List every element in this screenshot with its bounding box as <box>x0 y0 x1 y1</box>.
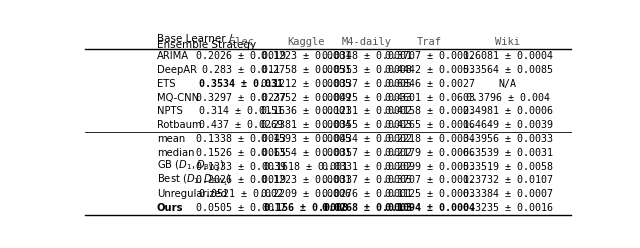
Text: 0.3707 ± 0.0012: 0.3707 ± 0.0012 <box>385 176 475 186</box>
Text: 0.314 ± 0.0151: 0.314 ± 0.0151 <box>199 106 284 116</box>
Text: 0.0276 ± 0.0001: 0.0276 ± 0.0001 <box>322 189 412 199</box>
Text: 0.4649 ± 0.0039: 0.4649 ± 0.0039 <box>463 120 552 130</box>
Text: 0.2758 ± 0.0051: 0.2758 ± 0.0051 <box>260 65 351 75</box>
Text: 0.4981 ± 0.0006: 0.4981 ± 0.0006 <box>463 106 552 116</box>
Text: Elec: Elec <box>228 37 253 47</box>
Text: 0.2099 ± 0.0053: 0.2099 ± 0.0053 <box>385 162 475 172</box>
Text: 0.1526 ± 0.0065: 0.1526 ± 0.0065 <box>196 148 286 158</box>
Text: 0.2752 ± 0.0009: 0.2752 ± 0.0009 <box>260 93 351 103</box>
Text: 0.1354 ± 0.0001: 0.1354 ± 0.0001 <box>260 148 351 158</box>
Text: 0.3564 ± 0.0085: 0.3564 ± 0.0085 <box>463 65 552 75</box>
Text: Traf: Traf <box>417 37 442 47</box>
Text: 0.1333 ± 0.0039: 0.1333 ± 0.0039 <box>196 162 286 172</box>
Text: 0.0268 ± 0.0003: 0.0268 ± 0.0003 <box>322 203 412 213</box>
Text: 0.6081 ± 0.0004: 0.6081 ± 0.0004 <box>463 51 552 61</box>
Text: 0.0337 ± 0.0005: 0.0337 ± 0.0005 <box>322 79 412 89</box>
Text: 0.1094 ± 0.0004: 0.1094 ± 0.0004 <box>385 203 475 213</box>
Text: Ours: Ours <box>157 203 184 213</box>
Text: MQ-CNN: MQ-CNN <box>157 93 199 103</box>
Text: 0.0425 ± 0.0033: 0.0425 ± 0.0033 <box>322 93 412 103</box>
Text: 0.4265 ± 0.0016: 0.4265 ± 0.0016 <box>385 120 475 130</box>
Text: median: median <box>157 148 195 158</box>
Text: 0.2026 ± 0.0019: 0.2026 ± 0.0019 <box>196 51 286 61</box>
Text: 0.156 ± 0.0008: 0.156 ± 0.0008 <box>264 203 348 213</box>
Text: 0.0355 ± 0.0003: 0.0355 ± 0.0003 <box>322 120 412 130</box>
Text: 0.1231 ± 0.0002: 0.1231 ± 0.0002 <box>322 106 412 116</box>
Text: 0.2026 ± 0.0019: 0.2026 ± 0.0019 <box>196 176 286 186</box>
Text: 0.2209 ± 0.0006: 0.2209 ± 0.0006 <box>260 189 351 199</box>
Text: 0.1618 ± 0.001: 0.1618 ± 0.001 <box>264 162 348 172</box>
Text: 0.3732 ± 0.0107: 0.3732 ± 0.0107 <box>463 176 552 186</box>
Text: 0.1223 ± 0.0001: 0.1223 ± 0.0001 <box>260 176 351 186</box>
Text: 0.4601 ± 0.0603: 0.4601 ± 0.0603 <box>385 93 475 103</box>
Text: ETS: ETS <box>157 79 175 89</box>
Text: 0.3297 ± 0.0237: 0.3297 ± 0.0237 <box>196 93 286 103</box>
Text: 0.0521 ± 0.002: 0.0521 ± 0.002 <box>199 189 284 199</box>
Text: N/A: N/A <box>499 79 516 89</box>
Text: 0.0337 ± 0.0005: 0.0337 ± 0.0005 <box>322 176 412 186</box>
Text: 0.1212 ± 0.0005: 0.1212 ± 0.0005 <box>260 79 351 89</box>
Text: mean: mean <box>157 134 185 144</box>
Text: 0.4158 ± 0.0023: 0.4158 ± 0.0023 <box>385 106 475 116</box>
Text: 0.1636 ± 0.0001: 0.1636 ± 0.0001 <box>260 106 351 116</box>
Text: 0.3384 ± 0.0007: 0.3384 ± 0.0007 <box>463 189 552 199</box>
Text: Base Learner /: Base Learner / <box>157 34 232 44</box>
Text: 0.0348 ± 0.0001: 0.0348 ± 0.0001 <box>322 51 412 61</box>
Text: 0.3956 ± 0.0033: 0.3956 ± 0.0033 <box>463 134 552 144</box>
Text: 0.2218 ± 0.0034: 0.2218 ± 0.0034 <box>385 134 475 144</box>
Text: 0.6846 ± 0.0027: 0.6846 ± 0.0027 <box>385 79 475 89</box>
Text: Ensemble Strategy: Ensemble Strategy <box>157 40 256 50</box>
Text: 0.437 ± 0.0269: 0.437 ± 0.0269 <box>199 120 284 130</box>
Text: Kaggle: Kaggle <box>287 37 324 47</box>
Text: 0.0434 ± 0.0002: 0.0434 ± 0.0002 <box>322 134 412 144</box>
Text: 0.1223 ± 0.0001: 0.1223 ± 0.0001 <box>260 51 351 61</box>
Text: 0.3707 ± 0.0012: 0.3707 ± 0.0012 <box>385 51 475 61</box>
Text: 0.0331 ± 0.0002: 0.0331 ± 0.0002 <box>322 162 412 172</box>
Text: Wiki: Wiki <box>495 37 520 47</box>
Text: 0.3796 ± 0.004: 0.3796 ± 0.004 <box>465 93 550 103</box>
Text: 0.3519 ± 0.0058: 0.3519 ± 0.0058 <box>463 162 552 172</box>
Text: 0.0357 ± 0.0002: 0.0357 ± 0.0002 <box>322 148 412 158</box>
Text: Best $(D_1, D_{\mathrm{BW}_1})$: Best $(D_1, D_{\mathrm{BW}_1})$ <box>157 173 232 188</box>
Text: Rotbaum: Rotbaum <box>157 120 202 130</box>
Text: 0.1593 ± 0.0005: 0.1593 ± 0.0005 <box>260 134 351 144</box>
Text: 0.2381 ± 0.0004: 0.2381 ± 0.0004 <box>260 120 351 130</box>
Text: 0.4442 ± 0.0053: 0.4442 ± 0.0053 <box>385 65 475 75</box>
Text: GB $(D_1, D_{\mathrm{BW}_1})$: GB $(D_1, D_{\mathrm{BW}_1})$ <box>157 159 225 174</box>
Text: 0.0353 ± 0.0008: 0.0353 ± 0.0008 <box>322 65 412 75</box>
Text: 0.1125 ± 0.0003: 0.1125 ± 0.0003 <box>385 189 475 199</box>
Text: 0.3235 ± 0.0016: 0.3235 ± 0.0016 <box>463 203 552 213</box>
Text: M4-daily: M4-daily <box>342 37 392 47</box>
Text: 0.283 ± 0.011: 0.283 ± 0.011 <box>202 65 280 75</box>
Text: DeepAR: DeepAR <box>157 65 197 75</box>
Text: Unregularized: Unregularized <box>157 189 227 199</box>
Text: 0.0505 ± 0.0017: 0.0505 ± 0.0017 <box>196 203 286 213</box>
Text: 0.3539 ± 0.0031: 0.3539 ± 0.0031 <box>463 148 552 158</box>
Text: NPTS: NPTS <box>157 106 182 116</box>
Text: 0.3534 ± 0.031: 0.3534 ± 0.031 <box>199 79 284 89</box>
Text: 0.1338 ± 0.0043: 0.1338 ± 0.0043 <box>196 134 286 144</box>
Text: ARIMA: ARIMA <box>157 51 189 61</box>
Text: 0.2179 ± 0.0066: 0.2179 ± 0.0066 <box>385 148 475 158</box>
